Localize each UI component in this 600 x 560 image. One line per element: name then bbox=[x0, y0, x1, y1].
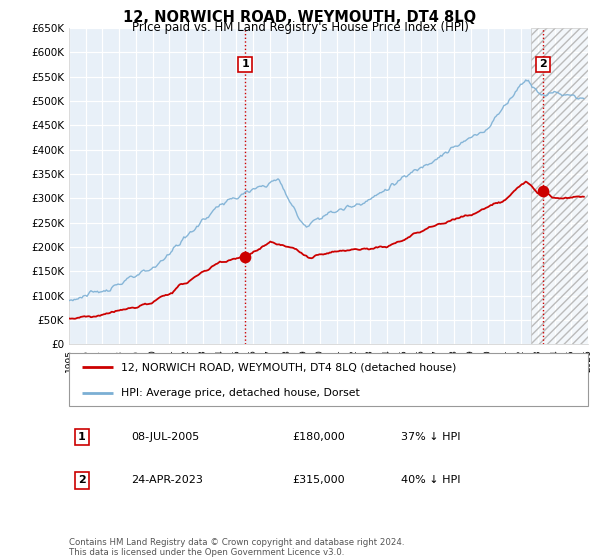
Text: Contains HM Land Registry data © Crown copyright and database right 2024.
This d: Contains HM Land Registry data © Crown c… bbox=[69, 538, 404, 557]
Text: 1: 1 bbox=[78, 432, 86, 442]
FancyBboxPatch shape bbox=[69, 353, 588, 406]
Text: 24-APR-2023: 24-APR-2023 bbox=[131, 475, 203, 486]
Text: £180,000: £180,000 bbox=[292, 432, 345, 442]
Text: HPI: Average price, detached house, Dorset: HPI: Average price, detached house, Dors… bbox=[121, 388, 359, 398]
Text: 2: 2 bbox=[539, 59, 547, 69]
Text: 1: 1 bbox=[241, 59, 249, 69]
Text: 12, NORWICH ROAD, WEYMOUTH, DT4 8LQ: 12, NORWICH ROAD, WEYMOUTH, DT4 8LQ bbox=[124, 10, 476, 25]
Text: £315,000: £315,000 bbox=[292, 475, 345, 486]
Text: 40% ↓ HPI: 40% ↓ HPI bbox=[401, 475, 461, 486]
Text: 2: 2 bbox=[78, 475, 86, 486]
Point bbox=[241, 253, 250, 262]
Text: Price paid vs. HM Land Registry's House Price Index (HPI): Price paid vs. HM Land Registry's House … bbox=[131, 21, 469, 34]
Point bbox=[538, 186, 548, 195]
Text: 12, NORWICH ROAD, WEYMOUTH, DT4 8LQ (detached house): 12, NORWICH ROAD, WEYMOUTH, DT4 8LQ (det… bbox=[121, 362, 456, 372]
Text: 37% ↓ HPI: 37% ↓ HPI bbox=[401, 432, 461, 442]
Text: 08-JUL-2005: 08-JUL-2005 bbox=[131, 432, 200, 442]
